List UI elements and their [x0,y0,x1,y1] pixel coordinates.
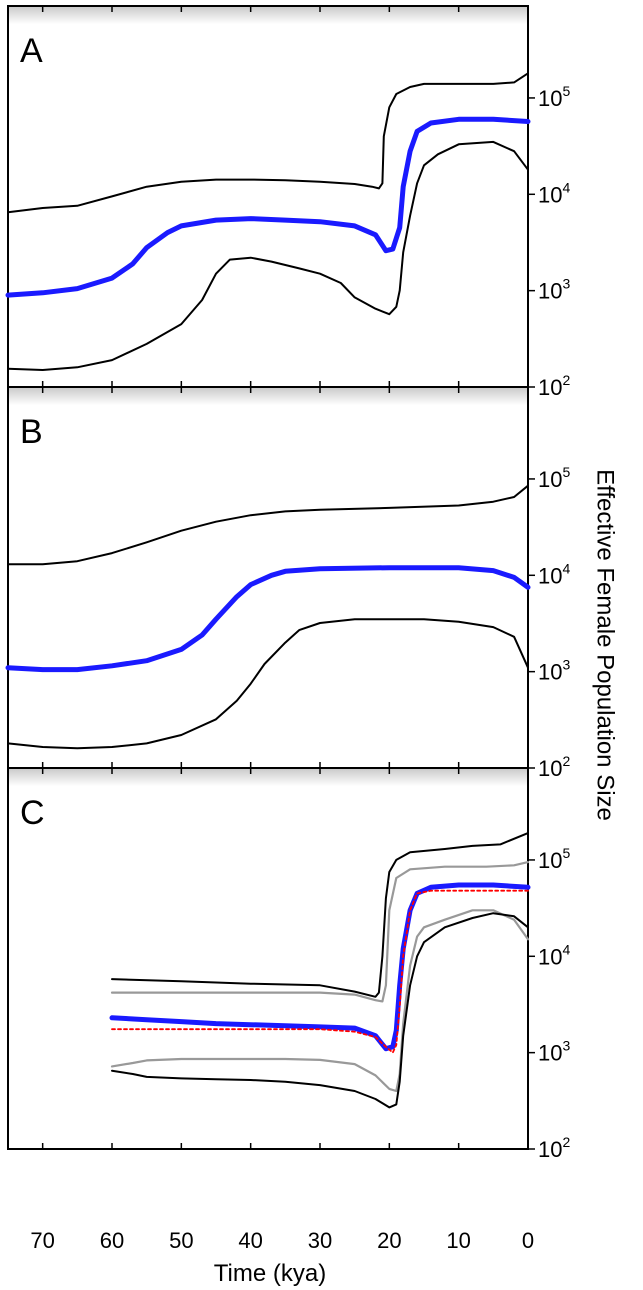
series-lower [7,618,529,750]
series-upper-alt [110,861,530,1003]
series-median [109,882,531,1052]
panel-frame [7,5,529,388]
y-tick-label: 103 [538,657,570,685]
y-tick-label: 103 [538,276,570,304]
y-tick-label: 105 [538,83,570,111]
series-upper [111,832,529,998]
y-tick-label: 104 [538,560,570,588]
y-tick-label: 104 [538,179,570,207]
x-tick-label: 0 [522,1228,534,1253]
x-axis-title: Time (kya) [214,1260,326,1287]
panel-top-shade [8,6,528,24]
panel-top-shade [8,387,528,405]
panel-b: 102 103 104 105 B [5,386,570,781]
panel-label: C [20,794,45,832]
panels: 102 103 104 105 A 102 103 104 105 B 102 103 104 105 C 7… [5,5,570,1253]
y-axis-title: Effective Female Population Size [592,469,619,821]
series-lower-alt [110,909,530,1093]
panel-label: B [20,413,43,451]
series-upper [7,72,529,214]
x-tick-label: 30 [308,1228,332,1253]
y-tick-label: 102 [538,372,570,400]
series-median [5,565,531,673]
panel-a: 102 103 104 105 A [5,5,570,400]
panel-label: A [20,32,43,70]
panel-frame [7,767,529,1150]
panel-top-shade [8,768,528,786]
series-lower [7,140,529,371]
y-tick-label: 103 [538,1038,570,1066]
x-tick-label: 50 [169,1228,193,1253]
panel-c: 102 103 104 105 C [7,767,570,1162]
x-tick-label: 40 [238,1228,262,1253]
y-tick-label: 104 [538,941,570,969]
x-tick-label: 60 [100,1228,124,1253]
series-upper [7,484,529,566]
y-tick-label: 105 [538,464,570,492]
figure-labels: Effective Female Population Size Time (k… [214,469,619,1287]
y-tick-label: 102 [538,1134,570,1162]
x-tick-label: 20 [377,1228,401,1253]
x-tick-label: 70 [30,1228,54,1253]
y-tick-label: 102 [538,753,570,781]
x-tick-label: 10 [446,1228,470,1253]
series-fit [111,889,529,1054]
series-median [5,116,531,298]
y-tick-label: 105 [538,845,570,873]
series-lower [111,912,529,1109]
